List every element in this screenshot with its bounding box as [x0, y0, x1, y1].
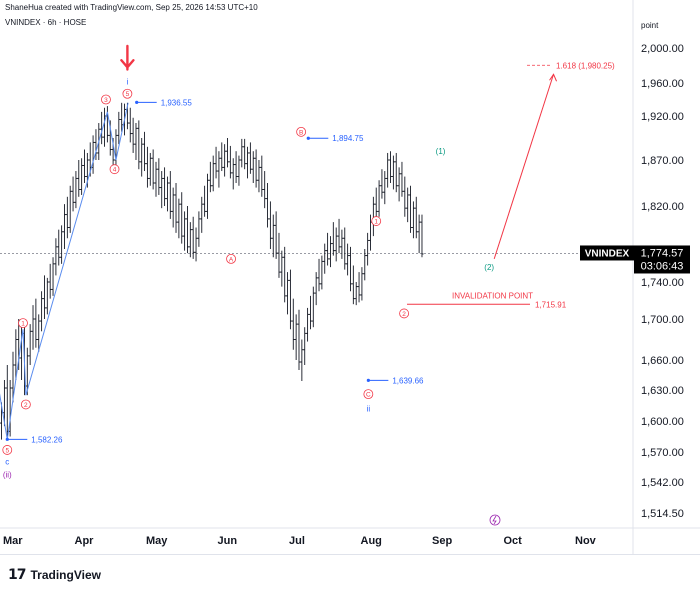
wave-label-circle	[2, 445, 13, 455]
x-tick-label: Oct	[504, 535, 523, 547]
y-tick-label: 1,700.00	[641, 314, 684, 326]
down-arrow-icon	[120, 44, 135, 71]
wave-label-circle	[371, 216, 382, 226]
wave-label: 5	[126, 91, 130, 98]
target-projection-line	[493, 74, 555, 260]
wave-label: (2)	[484, 263, 494, 272]
x-tick-label: Mar	[3, 535, 23, 547]
price-label: 1,894.75	[332, 134, 364, 143]
created-by-text: ShaneHua created with TradingView.com, S…	[5, 3, 258, 12]
invalidation-label: INVALIDATION POINT	[452, 291, 533, 300]
event-icon[interactable]	[489, 514, 501, 526]
fib-target-label: 1.618 (1,980.25)	[556, 61, 615, 70]
last-price-badge	[634, 245, 690, 274]
y-tick-label: 1,820.00	[641, 201, 684, 213]
wave-label: 2	[24, 402, 28, 409]
y-tick-label: 1,630.00	[641, 385, 684, 397]
x-tick-label: Apr	[75, 535, 95, 547]
price-label: 1,582.26	[31, 435, 63, 444]
wave-label: 5	[5, 447, 9, 454]
y-tick-label: 1,740.00	[641, 277, 684, 289]
y-tick-label: 1,514.50	[641, 508, 684, 520]
wave-label-circle	[20, 399, 31, 410]
price-label: 1,639.66	[392, 376, 424, 385]
tradingview-logo-icon: 17	[8, 567, 27, 583]
tradingview-brand-text: TradingView	[30, 568, 101, 582]
wave-label-circle	[226, 253, 236, 264]
x-tick-label: May	[146, 535, 168, 547]
chart-footer: 17 TradingView	[0, 554, 700, 590]
x-tick-label: Jun	[218, 535, 238, 547]
wave-label: i	[127, 77, 129, 86]
price-marker-dot	[366, 378, 370, 382]
price-marker-dot	[5, 437, 9, 441]
y-tick-label: 1,920.00	[641, 111, 684, 123]
price-chart[interactable]: point 2,000.00 1,960.00 1,920.00 1,870.00 1,8…	[0, 0, 700, 554]
wave-label: 4	[113, 167, 117, 174]
chart-header: ShaneHua created with TradingView.com, S…	[0, 0, 700, 14]
invalidation-price: 1,715.91	[535, 300, 567, 309]
y-tick-label: 2,000.00	[641, 43, 684, 55]
wave-label-circle	[122, 88, 133, 99]
x-tick-label: Jul	[289, 535, 305, 547]
y-tick-label: 1,960.00	[641, 78, 684, 90]
x-tick-label: Aug	[361, 535, 382, 547]
x-tick-label: Sep	[432, 535, 452, 547]
target-arrowhead	[549, 73, 557, 82]
symbol-info: VNINDEX · 6h · HOSE	[5, 18, 86, 27]
wave-label-circle	[399, 308, 410, 319]
wave-label: 1	[21, 321, 25, 328]
wave-path	[0, 102, 129, 440]
y-tick-label: 1,542.00	[641, 477, 684, 489]
wave-label: c	[5, 458, 9, 467]
y-tick-label: 1,660.00	[641, 355, 684, 367]
wave-label-circle	[18, 318, 28, 329]
wave-label: (ii)	[3, 471, 12, 480]
bar-countdown: 03:06:43	[641, 260, 684, 272]
tradingview-logo[interactable]: 17 TradingView	[8, 567, 101, 583]
price-axis-unit: point	[641, 21, 659, 30]
symbol-badge-text: VNINDEX	[585, 248, 630, 259]
price-marker-dot	[306, 136, 310, 140]
wave-label: B	[299, 129, 303, 136]
y-tick-label: 1,570.00	[641, 447, 684, 459]
wave-label: ii	[367, 405, 371, 414]
last-price-value: 1,774.57	[641, 247, 684, 259]
event-bolt-icon	[492, 515, 497, 525]
wave-label: 2	[402, 311, 406, 318]
wave-label-circle	[296, 126, 307, 137]
wave-label: 3	[104, 97, 108, 104]
y-tick-label: 1,870.00	[641, 155, 684, 167]
wave-label: 1	[374, 219, 378, 226]
wave-label-circle	[363, 389, 374, 400]
wave-label: (1)	[436, 147, 446, 156]
price-label: 1,936.55	[161, 98, 193, 107]
wave-label: C	[366, 392, 371, 399]
y-tick-label: 1,600.00	[641, 416, 684, 428]
price-marker-dot	[135, 100, 139, 104]
symbol-badge	[580, 245, 634, 261]
x-tick-label: Nov	[575, 535, 597, 547]
wave-label-circle	[109, 164, 120, 175]
wave-label: A	[229, 256, 234, 263]
wave-label-circle	[101, 94, 111, 105]
